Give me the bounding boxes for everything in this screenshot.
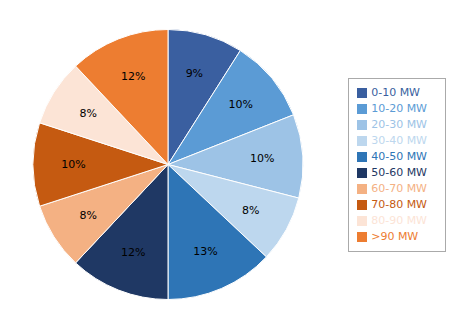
html-text:80-90 MW: 80-90 MW	[371, 213, 427, 227]
svg-text:10%: 10%	[229, 98, 253, 111]
svg-text:10%: 10%	[61, 158, 85, 171]
svg-text:13%: 13%	[193, 245, 217, 258]
html-text:30-40 MW: 30-40 MW	[371, 133, 427, 147]
html-text:>90 MW: >90 MW	[371, 229, 419, 243]
svg-text:9%: 9%	[186, 67, 203, 80]
html-text:70-80 MW: 70-80 MW	[371, 197, 427, 211]
html-text:60-70 MW: 60-70 MW	[371, 181, 427, 195]
svg-text:8%: 8%	[79, 107, 96, 120]
svg-text:10%: 10%	[250, 152, 274, 165]
html-text:20-30 MW: 20-30 MW	[371, 117, 427, 131]
html-text:50-60 MW: 50-60 MW	[371, 165, 427, 179]
html-text:0-10 MW: 0-10 MW	[371, 85, 420, 99]
svg-text:12%: 12%	[121, 70, 145, 83]
svg-text:12%: 12%	[121, 246, 145, 259]
html-text:10-20 MW: 10-20 MW	[371, 101, 427, 115]
svg-text:8%: 8%	[242, 204, 259, 217]
svg-text:8%: 8%	[79, 209, 96, 222]
html-text:40-50 MW: 40-50 MW	[371, 149, 427, 163]
